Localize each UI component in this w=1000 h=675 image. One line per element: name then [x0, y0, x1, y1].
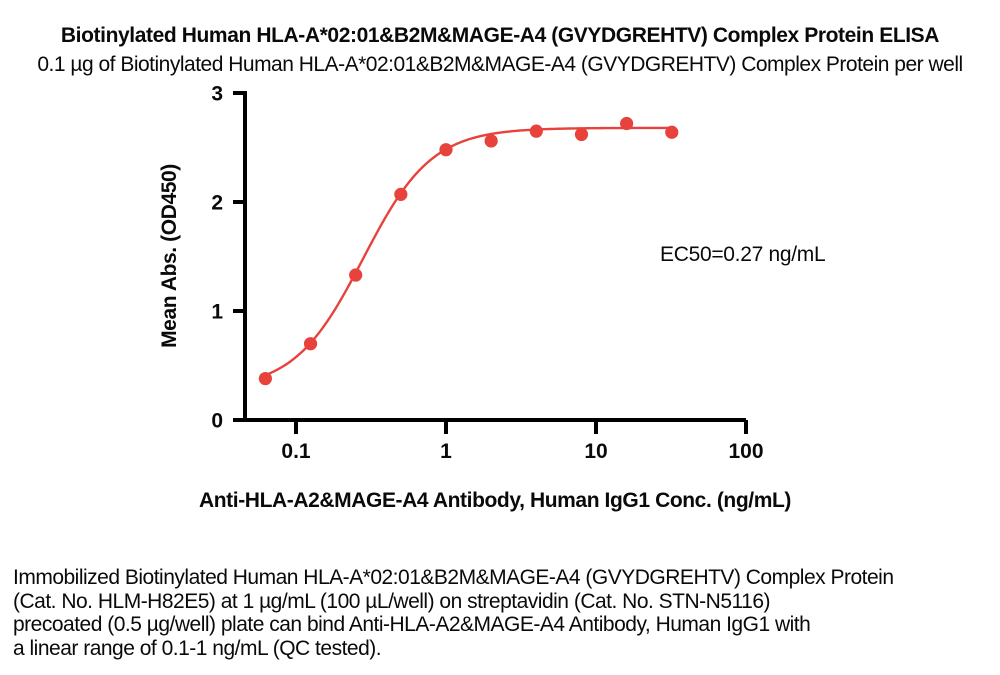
figure-description: Immobilized Biotinylated Human HLA-A*02:… — [13, 566, 988, 660]
y-tick-label: 3 — [211, 84, 223, 106]
figure-title: Biotinylated Human HLA-A*02:01&B2M&MAGE-… — [60, 24, 940, 47]
axis-spines — [243, 91, 746, 422]
ec50-annotation: EC50=0.27 ng/mL — [660, 243, 825, 266]
y-tick-label: 0 — [211, 410, 223, 433]
y-tick-label: 2 — [211, 192, 223, 215]
data-point — [484, 134, 498, 148]
figure-subtitle: 0.1 µg of Biotinylated Human HLA-A*02:01… — [37, 53, 963, 76]
data-point — [349, 268, 363, 282]
y-tick-label: 1 — [211, 301, 223, 324]
data-point — [439, 143, 453, 157]
elisa-chart-canvas: 0 1 2 3 0.1 1 10 100 EC50=0.27 ng/mL Anti-HLA-A2&… — [158, 83, 826, 512]
fit-curve — [264, 126, 672, 377]
data-point — [394, 187, 408, 201]
elisa-chart: 0 1 2 3 0.1 1 10 100 EC50=0.27 ng/mL Anti-HLA-A2&… — [0, 83, 1000, 520]
data-point — [665, 125, 679, 139]
x-tick-label: 1 — [440, 440, 452, 463]
x-tick-label: 0.1 — [281, 440, 311, 463]
data-point — [620, 116, 634, 131]
description-line-4: a linear range of 0.1-1 ng/mL (QC tested… — [13, 636, 382, 660]
description-line-1: Immobilized Biotinylated Human HLA-A*02:… — [13, 566, 894, 589]
y-axis-label: Mean Abs. (OD450) — [158, 164, 181, 348]
data-point — [529, 124, 543, 138]
description-line-2: (Cat. No. HLM-H82E5) at 1 µg/mL (100 µL/… — [13, 589, 771, 613]
description-line-3: precoated (0.5 µg/well) plate can bind A… — [13, 613, 811, 636]
x-tick-label: 100 — [728, 440, 763, 463]
x-axis-label: Anti-HLA-A2&MAGE-A4 Antibody, Human IgG1… — [199, 489, 791, 512]
data-point — [574, 127, 589, 142]
data-point — [258, 371, 272, 386]
data-point — [303, 337, 318, 351]
x-tick-label: 10 — [584, 440, 607, 463]
